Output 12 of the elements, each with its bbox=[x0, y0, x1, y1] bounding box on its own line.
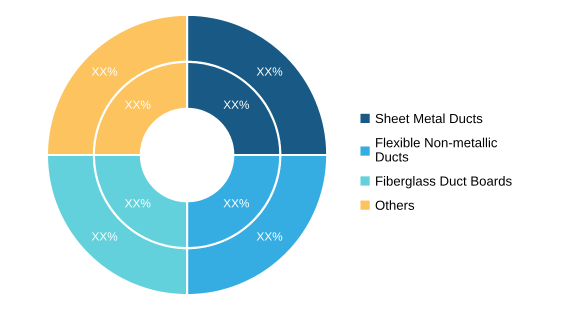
data-label: XX% bbox=[256, 67, 282, 76]
legend-label: Fiberglass Duct Boards bbox=[376, 176, 512, 188]
data-label: XX% bbox=[256, 232, 282, 241]
legend-label: Sheet Metal Ducts bbox=[376, 113, 482, 124]
data-label: XX% bbox=[92, 67, 118, 76]
data-label: XX% bbox=[92, 232, 118, 241]
data-label: XX% bbox=[124, 100, 150, 109]
data-label: XX% bbox=[224, 199, 250, 208]
legend-label: Flexible Non-metallic Ducts bbox=[376, 138, 498, 162]
data-label: XX% bbox=[124, 199, 150, 208]
data-label: XX% bbox=[224, 100, 250, 109]
legend-label: Others bbox=[376, 200, 414, 210]
